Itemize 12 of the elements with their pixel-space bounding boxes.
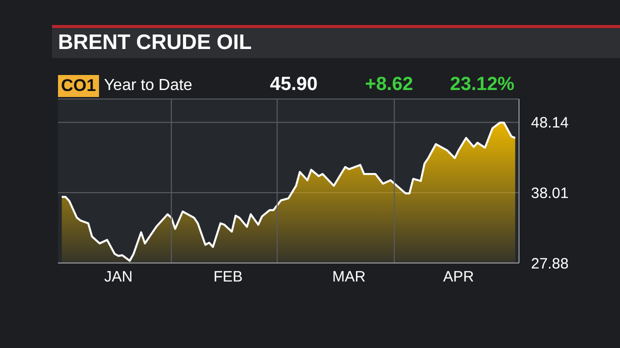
text: 23.12% (450, 74, 514, 96)
chart-subtitle: CO1 Year to Date (60, 75, 192, 97)
y-tick-label: 38.01 (531, 184, 569, 202)
text: +8.62 (365, 74, 414, 96)
x-tick-label: MAR (332, 268, 366, 286)
chart-title: BRENT CRUDE OIL (58, 31, 252, 55)
y-tick-label: 48.14 (531, 114, 569, 132)
text: 45.90 (270, 74, 318, 96)
y-tick-label: 27.88 (531, 255, 569, 272)
x-tick-label: APR (443, 268, 474, 286)
x-tick-label: FEB (213, 268, 243, 286)
x-tick-label: JAN (104, 268, 133, 286)
